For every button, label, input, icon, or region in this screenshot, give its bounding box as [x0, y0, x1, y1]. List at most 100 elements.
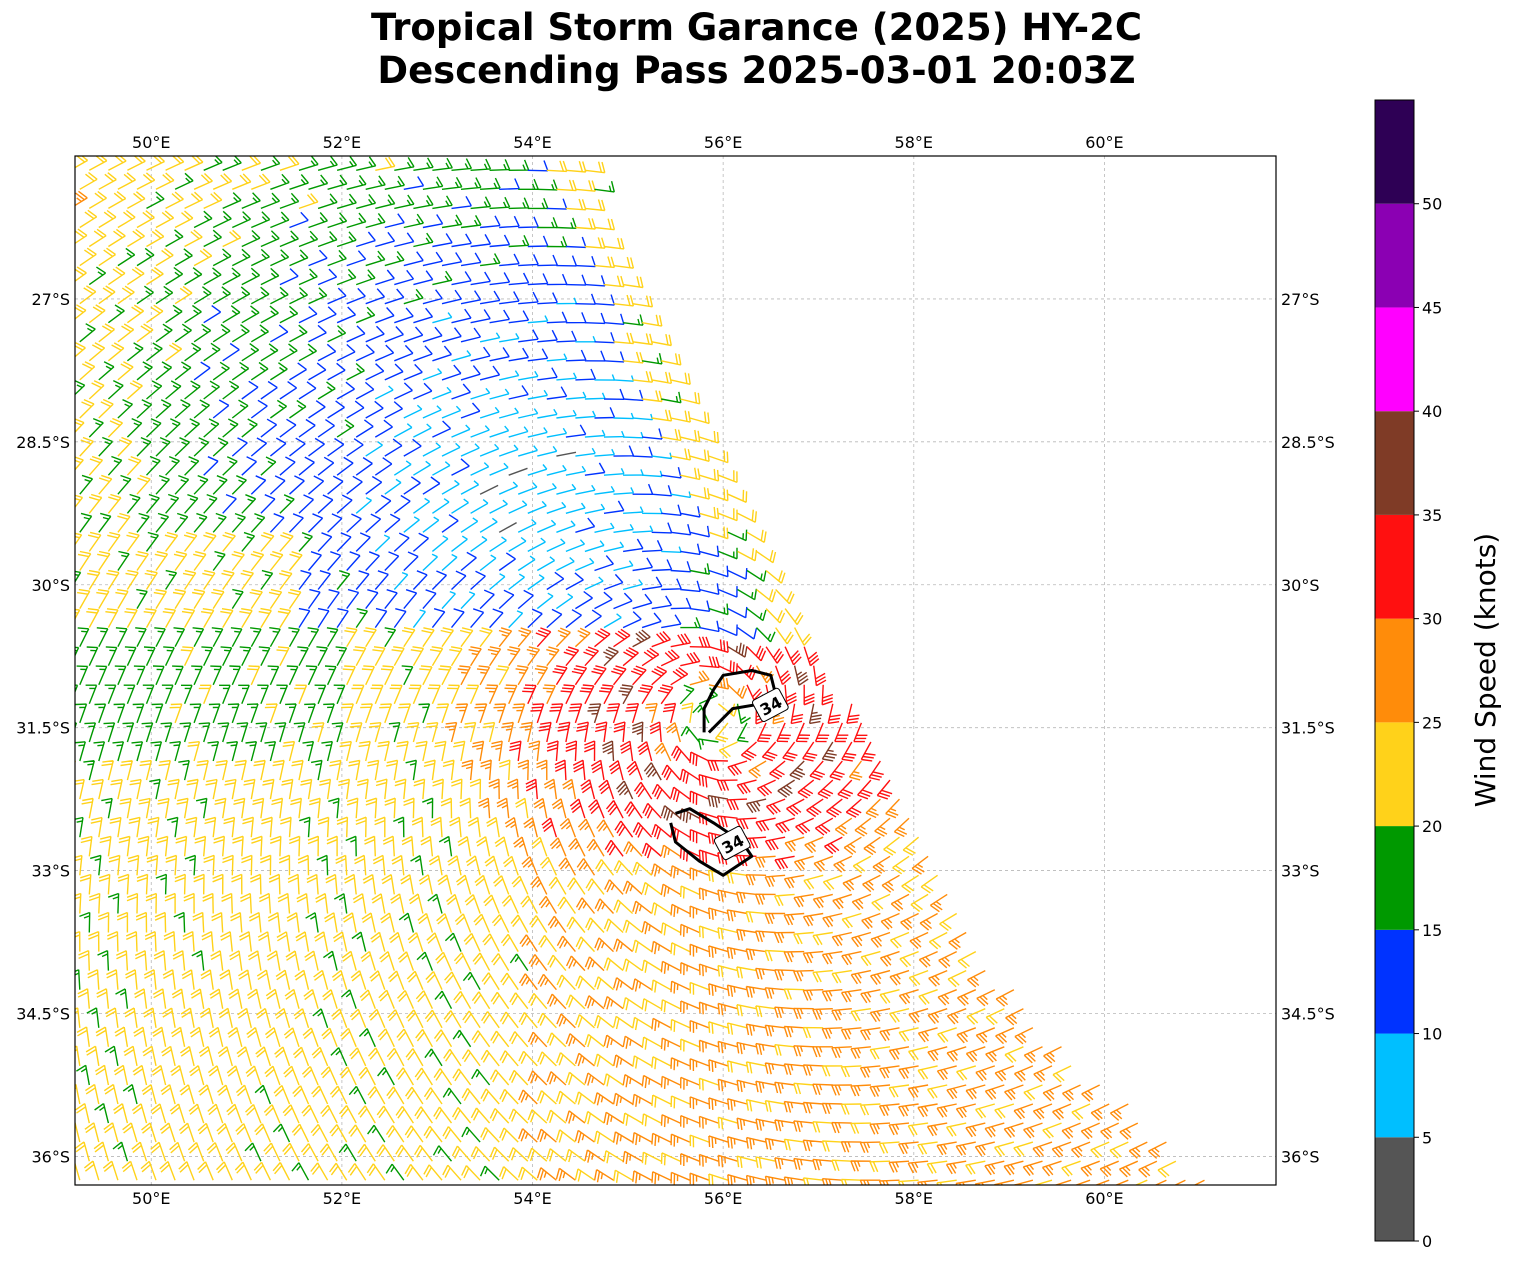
wind-barb [423, 759, 436, 781]
wind-barb [144, 569, 158, 590]
wind-barb [79, 512, 93, 533]
wind-barb [432, 312, 453, 324]
wind-barb [365, 513, 382, 533]
wind-barb [826, 798, 843, 818]
wind-barb [613, 445, 635, 457]
wind-barb [569, 798, 586, 819]
wind-barb [917, 1065, 938, 1080]
wind-barb [384, 326, 404, 343]
lon-tick-label-top: 58°E [895, 133, 933, 152]
wind-barb [165, 342, 183, 362]
wind-barb [98, 398, 114, 419]
wind-barb [252, 797, 265, 819]
wind-barb [151, 1064, 167, 1086]
wind-barb [165, 191, 184, 210]
wind-barb [803, 646, 820, 667]
wind-barb [537, 329, 558, 343]
wind-barb [536, 592, 554, 610]
wind-barb [927, 1084, 948, 1099]
wind-barb [689, 828, 710, 844]
wind-barb [222, 456, 238, 476]
wind-barb [117, 285, 135, 305]
map-frame [74, 155, 1277, 1186]
wind-barb [641, 842, 662, 859]
wind-barb [482, 933, 500, 952]
wind-barb [267, 665, 280, 686]
wind-barb [527, 273, 549, 286]
wind-barb [188, 1103, 205, 1124]
wind-barb [165, 418, 181, 438]
wind-barb [603, 1150, 624, 1164]
wind-barb [108, 191, 127, 210]
wind-barb [193, 361, 211, 381]
wind-barb [220, 608, 234, 628]
wind-barb [892, 855, 910, 875]
wind-barb [727, 568, 748, 580]
wind-barb [850, 1008, 872, 1022]
wind-barb [872, 855, 891, 874]
wind-barb [879, 1065, 900, 1079]
wind-barb [232, 835, 244, 857]
wind-barb [1052, 1065, 1072, 1083]
wind-barb [75, 854, 83, 876]
wind-barb [565, 539, 586, 553]
wind-barb [203, 342, 221, 362]
wind-barb [774, 969, 795, 981]
wind-barb [198, 684, 212, 705]
wind-barb [862, 874, 881, 893]
wind-barb [441, 479, 460, 495]
wind-barb [670, 1057, 691, 1071]
wind-barb [141, 1084, 157, 1105]
wind-barb [403, 797, 415, 819]
wind-barb [351, 931, 367, 952]
wind-barb [339, 740, 352, 762]
wind-barb [197, 1161, 214, 1181]
lat-tick-label-left: 34.5°S [16, 1005, 70, 1024]
wind-barb [346, 438, 364, 457]
wind-barb [1119, 1122, 1139, 1140]
wind-barb [422, 289, 443, 305]
wind-barb [290, 797, 302, 819]
wind-barb [889, 969, 910, 986]
wind-barb [294, 969, 310, 990]
lon-tick-label-top: 56°E [704, 133, 742, 152]
wind-barb [346, 174, 367, 190]
wind-barb [308, 362, 327, 381]
wind-barb [146, 266, 164, 286]
wind-barb [193, 474, 209, 495]
wind-barb [1032, 1103, 1053, 1120]
wind-barb [442, 140, 462, 152]
wind-barb [282, 1142, 300, 1162]
wind-barb [604, 839, 624, 857]
wind-barb [821, 1027, 843, 1039]
wind-barb [793, 893, 814, 908]
wind-barb [821, 989, 843, 1002]
wind-barb [680, 617, 701, 629]
wind-barb [346, 588, 360, 610]
wind-barb [528, 954, 548, 972]
wind-barb [253, 759, 266, 781]
wind-barb [375, 778, 388, 800]
colorbar-bin [1375, 307, 1414, 412]
wind-barb [441, 553, 458, 572]
wind-barb [75, 1122, 81, 1143]
wind-barb [995, 989, 1015, 1007]
wind-barb [103, 722, 116, 743]
wind-barb [346, 797, 359, 819]
wind-barb [241, 343, 260, 362]
wind-barb [975, 1065, 996, 1082]
wind-barb [831, 931, 852, 947]
wind-barb [565, 1110, 586, 1124]
wind-barb [352, 893, 367, 914]
wind-barb [327, 174, 348, 190]
wind-barb [447, 855, 462, 876]
wind-barb [793, 1120, 814, 1133]
wind-barb [365, 212, 386, 229]
wind-barb [870, 931, 891, 948]
wind-barb [433, 1106, 453, 1124]
wind-barb [153, 950, 167, 971]
wind-barb [613, 860, 634, 876]
wind-barb [123, 684, 136, 705]
wind-barb [902, 836, 920, 856]
wind-barb [191, 665, 203, 686]
